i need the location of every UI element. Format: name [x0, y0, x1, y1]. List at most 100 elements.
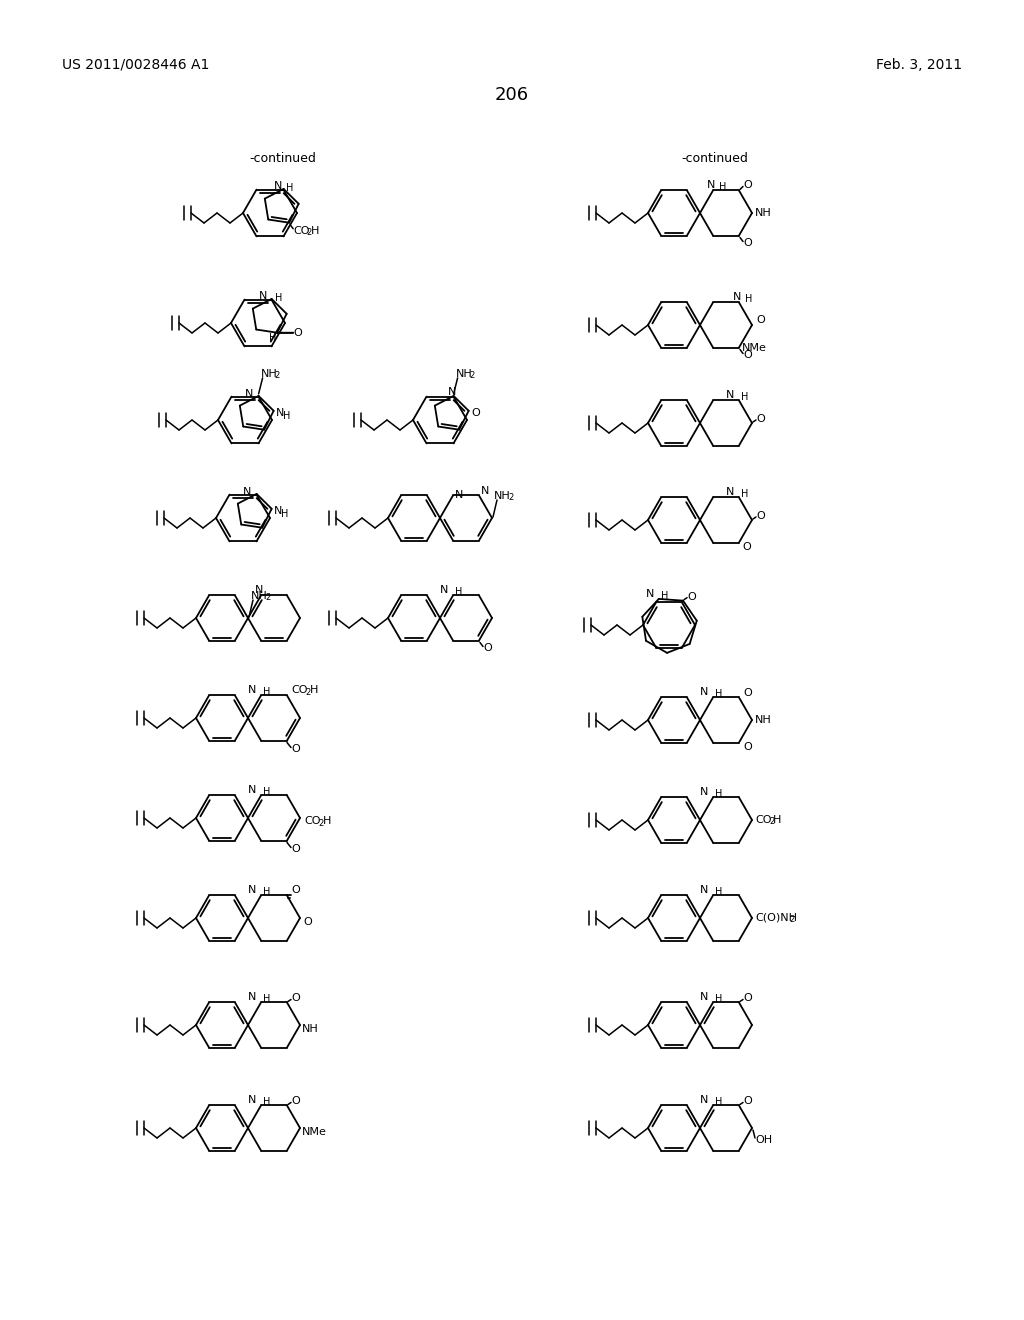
- Text: N: N: [481, 487, 489, 496]
- Text: N: N: [248, 785, 256, 796]
- Text: NH: NH: [251, 591, 267, 601]
- Text: H: H: [269, 333, 276, 343]
- Text: O: O: [756, 315, 765, 325]
- Text: O: O: [303, 917, 311, 927]
- Text: O: O: [293, 327, 302, 338]
- Text: 2: 2: [318, 818, 324, 828]
- Text: O: O: [756, 414, 765, 424]
- Text: NH: NH: [494, 491, 511, 502]
- Text: NH: NH: [302, 1024, 318, 1034]
- Text: O: O: [291, 743, 300, 754]
- Text: N: N: [248, 1096, 256, 1105]
- Text: H: H: [773, 814, 781, 825]
- Text: 2: 2: [305, 688, 310, 697]
- Text: H: H: [263, 1097, 270, 1107]
- Text: -continued: -continued: [250, 152, 316, 165]
- Text: N: N: [248, 993, 256, 1002]
- Text: 2: 2: [508, 494, 513, 503]
- Text: N: N: [273, 506, 282, 516]
- Text: 2: 2: [790, 916, 795, 924]
- Text: N: N: [447, 387, 456, 397]
- Text: Feb. 3, 2011: Feb. 3, 2011: [876, 58, 962, 73]
- Text: H: H: [715, 887, 722, 898]
- Text: OH: OH: [755, 1135, 772, 1144]
- Text: H: H: [323, 816, 332, 826]
- Text: H: H: [263, 688, 270, 697]
- Text: CO: CO: [755, 814, 771, 825]
- Text: H: H: [715, 789, 722, 800]
- Text: 2: 2: [274, 371, 280, 380]
- Text: N: N: [733, 293, 741, 302]
- Text: 206: 206: [495, 86, 529, 104]
- Text: H: H: [263, 994, 270, 1005]
- Text: N: N: [699, 1096, 708, 1105]
- Text: H: H: [274, 293, 282, 302]
- Text: NH: NH: [755, 715, 772, 725]
- Text: H: H: [311, 226, 319, 236]
- Text: H: H: [745, 294, 753, 305]
- Text: N: N: [275, 408, 284, 418]
- Text: H: H: [281, 508, 288, 519]
- Text: N: N: [699, 688, 708, 697]
- Text: N: N: [248, 685, 256, 696]
- Text: H: H: [741, 490, 749, 499]
- Text: NH: NH: [456, 368, 472, 379]
- Text: H: H: [660, 591, 669, 601]
- Text: N: N: [726, 391, 734, 400]
- Text: H: H: [283, 411, 290, 421]
- Text: NH: NH: [260, 368, 278, 379]
- Text: O: O: [743, 689, 752, 698]
- Text: CO: CO: [291, 685, 307, 696]
- Text: O: O: [743, 350, 752, 359]
- Text: -continued: -continued: [682, 152, 749, 165]
- Text: H: H: [263, 887, 270, 898]
- Text: O: O: [743, 994, 752, 1003]
- Text: O: O: [472, 408, 480, 418]
- Text: N: N: [255, 586, 263, 595]
- Text: N: N: [259, 290, 267, 301]
- Text: O: O: [291, 1097, 300, 1106]
- Text: O: O: [743, 181, 752, 190]
- Text: O: O: [743, 742, 752, 751]
- Text: H: H: [715, 994, 722, 1005]
- Text: N: N: [699, 993, 708, 1002]
- Text: N: N: [245, 389, 254, 399]
- Text: N: N: [439, 586, 449, 595]
- Text: H: H: [263, 788, 270, 797]
- Text: N: N: [645, 589, 653, 599]
- Text: O: O: [742, 541, 751, 552]
- Text: H: H: [719, 182, 726, 193]
- Text: N: N: [455, 491, 464, 500]
- Text: O: O: [743, 238, 752, 248]
- Text: H: H: [715, 1097, 722, 1107]
- Text: N: N: [707, 181, 715, 190]
- Text: NMe: NMe: [742, 342, 767, 352]
- Text: N: N: [699, 788, 708, 797]
- Text: NMe: NMe: [302, 1127, 327, 1137]
- Text: O: O: [743, 1097, 752, 1106]
- Text: N: N: [248, 886, 256, 895]
- Text: O: O: [291, 994, 300, 1003]
- Text: O: O: [687, 591, 695, 602]
- Text: O: O: [291, 843, 300, 854]
- Text: N: N: [273, 181, 282, 191]
- Text: N: N: [726, 487, 734, 498]
- Text: NH: NH: [755, 209, 772, 218]
- Text: CO: CO: [293, 226, 309, 236]
- Text: C(O)NH: C(O)NH: [755, 913, 797, 923]
- Text: US 2011/0028446 A1: US 2011/0028446 A1: [62, 58, 209, 73]
- Text: N: N: [244, 487, 252, 496]
- Text: H: H: [715, 689, 722, 700]
- Text: O: O: [483, 643, 492, 652]
- Text: H: H: [310, 685, 318, 696]
- Text: 2: 2: [769, 817, 774, 826]
- Text: O: O: [291, 886, 300, 895]
- Text: 2: 2: [470, 371, 475, 380]
- Text: 2: 2: [306, 228, 311, 238]
- Text: H: H: [455, 587, 463, 598]
- Text: O: O: [756, 511, 765, 521]
- Text: N: N: [699, 886, 708, 895]
- Text: 2: 2: [265, 594, 270, 602]
- Text: CO: CO: [304, 816, 321, 826]
- Text: H: H: [741, 392, 749, 403]
